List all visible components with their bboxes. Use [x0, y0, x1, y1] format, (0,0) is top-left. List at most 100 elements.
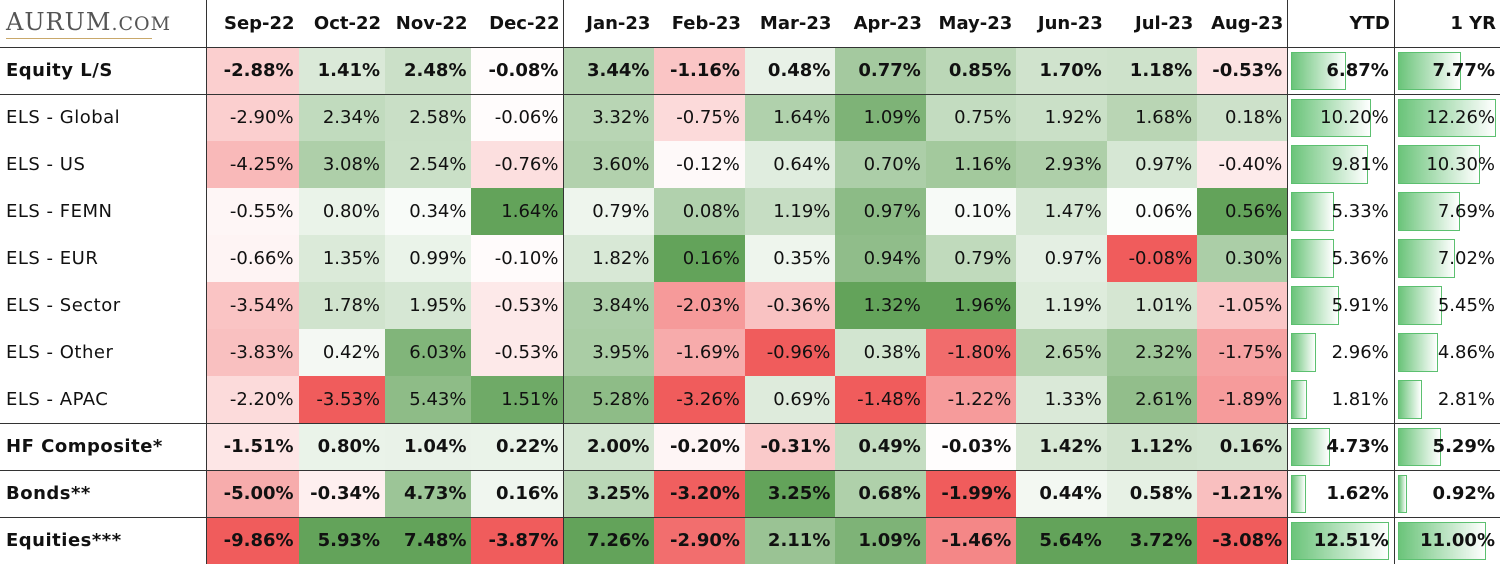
return-cell: -0.08%	[471, 47, 564, 95]
return-cell: 7.48%	[385, 517, 472, 564]
return-cell: -3.83%	[205, 329, 299, 376]
month-header: Feb-23	[654, 0, 745, 48]
return-cell: 0.58%	[1106, 470, 1198, 518]
one-year-cell: 12.26%	[1393, 94, 1500, 141]
return-cell: 1.42%	[1016, 423, 1107, 471]
one-year-cell: 4.86%	[1393, 329, 1500, 376]
return-cell: 5.93%	[298, 517, 386, 564]
return-cell: 1.16%	[925, 141, 1017, 188]
return-cell: 1.92%	[1016, 94, 1107, 141]
table-row: ELS - FEMN -0.55% 0.80% 0.34% 1.64% 0.79% 0.08…	[0, 188, 1500, 235]
table-row: HF Composite* -1.51% 0.80% 1.04% 0.22% 2.00% -…	[0, 423, 1500, 471]
return-cell: 0.70%	[835, 141, 926, 188]
return-cell: 1.04%	[385, 423, 472, 471]
return-cell: 1.19%	[744, 188, 836, 235]
return-cell: 1.96%	[925, 282, 1017, 329]
data-bar	[1291, 427, 1330, 466]
return-cell: -1.51%	[205, 423, 299, 471]
month-header: Dec-22	[471, 0, 564, 48]
return-cell: 3.60%	[563, 141, 655, 188]
return-cell: -0.75%	[654, 94, 745, 141]
return-cell: 1.32%	[835, 282, 926, 329]
data-bar	[1397, 192, 1460, 231]
return-cell: -0.96%	[744, 329, 836, 376]
return-cell: 0.97%	[1016, 235, 1107, 282]
return-cell: -1.75%	[1197, 329, 1288, 376]
table-row: Equities*** -9.86% 5.93% 7.48% -3.87% 7.26% -2…	[0, 517, 1500, 564]
return-cell: -0.06%	[471, 94, 564, 141]
data-bar	[1397, 98, 1496, 137]
row-label: ELS - US	[6, 154, 86, 175]
data-bar	[1397, 145, 1481, 184]
ytd-header: YTD	[1287, 0, 1395, 48]
one-year-header: 1 YR	[1393, 0, 1500, 48]
data-bar	[1397, 474, 1407, 513]
logo-cell	[0, 0, 207, 48]
return-cell: 1.47%	[1016, 188, 1107, 235]
return-cell: 0.10%	[925, 188, 1017, 235]
table-row: ELS - Global -2.90% 2.34% 2.58% -0.06% 3.32% -…	[0, 94, 1500, 141]
return-cell: -1.16%	[654, 47, 745, 95]
return-cell: 3.72%	[1106, 517, 1198, 564]
return-cell: -3.54%	[205, 282, 299, 329]
return-cell: 1.19%	[1016, 282, 1107, 329]
return-cell: 1.18%	[1106, 47, 1198, 95]
return-cell: -1.99%	[925, 470, 1017, 518]
return-cell: 0.85%	[925, 47, 1017, 95]
ytd-cell: 4.73%	[1287, 423, 1395, 471]
row-label: ELS - Sector	[6, 295, 121, 316]
row-label: ELS - Other	[6, 342, 114, 363]
return-cell: -3.87%	[471, 517, 564, 564]
one-year-cell: 2.81%	[1393, 376, 1500, 424]
month-header: Apr-23	[835, 0, 926, 48]
row-label: Bonds**	[0, 470, 207, 518]
return-cell: -1.46%	[925, 517, 1017, 564]
return-cell: 1.82%	[563, 235, 655, 282]
return-cell: -2.03%	[654, 282, 745, 329]
bar-value: 5.29%	[1432, 436, 1495, 457]
return-cell: 1.33%	[1016, 376, 1107, 424]
table-row: ELS - Sector -3.54% 1.78% 1.95% -0.53% 3.84% -…	[0, 282, 1500, 329]
return-cell: -0.53%	[471, 282, 564, 329]
return-cell: 5.64%	[1016, 517, 1107, 564]
month-header: Aug-23	[1197, 0, 1288, 48]
month-header: Sep-22	[205, 0, 299, 48]
return-cell: -2.90%	[205, 94, 299, 141]
return-cell: 0.69%	[744, 376, 836, 424]
row-label: ELS - FEMN	[6, 201, 113, 222]
data-bar	[1291, 474, 1306, 513]
logo-text: AURUM	[6, 8, 112, 36]
ytd-cell: 12.51%	[1287, 517, 1395, 564]
return-cell: 2.34%	[298, 94, 386, 141]
bar-value: 1.81%	[1331, 388, 1389, 410]
return-cell: -1.21%	[1197, 470, 1288, 518]
return-cell: -2.20%	[205, 376, 299, 424]
header-row: Sep-22 Oct-22 Nov-22 Dec-22 Jan-23 Feb-23 Mar-…	[0, 0, 1500, 48]
bar-value: 5.33%	[1331, 201, 1389, 222]
return-cell: -4.25%	[205, 141, 299, 188]
bar-value: 10.20%	[1320, 107, 1389, 129]
data-bar	[1397, 51, 1461, 90]
return-cell: 0.22%	[471, 423, 564, 471]
return-cell: 0.94%	[835, 235, 926, 282]
bar-value: 7.69%	[1437, 201, 1495, 222]
return-cell: 1.12%	[1106, 423, 1198, 471]
return-cell: -3.20%	[654, 470, 745, 518]
return-cell: 0.34%	[385, 188, 472, 235]
data-bar	[1291, 192, 1335, 231]
one-year-cell: 5.45%	[1393, 282, 1500, 329]
logo-underline	[6, 38, 152, 39]
return-cell: 1.51%	[471, 376, 564, 424]
return-cell: -2.88%	[205, 47, 299, 95]
return-cell: -0.40%	[1197, 141, 1288, 188]
return-cell: 0.44%	[1016, 470, 1107, 518]
return-cell: 0.75%	[925, 94, 1017, 141]
return-cell: 1.78%	[298, 282, 386, 329]
bar-value: 5.45%	[1437, 295, 1495, 316]
data-bar	[1291, 380, 1308, 419]
return-cell: -1.48%	[835, 376, 926, 424]
return-cell: 0.79%	[925, 235, 1017, 282]
return-cell: 0.30%	[1197, 235, 1288, 282]
one-year-cell: 11.00%	[1393, 517, 1500, 564]
